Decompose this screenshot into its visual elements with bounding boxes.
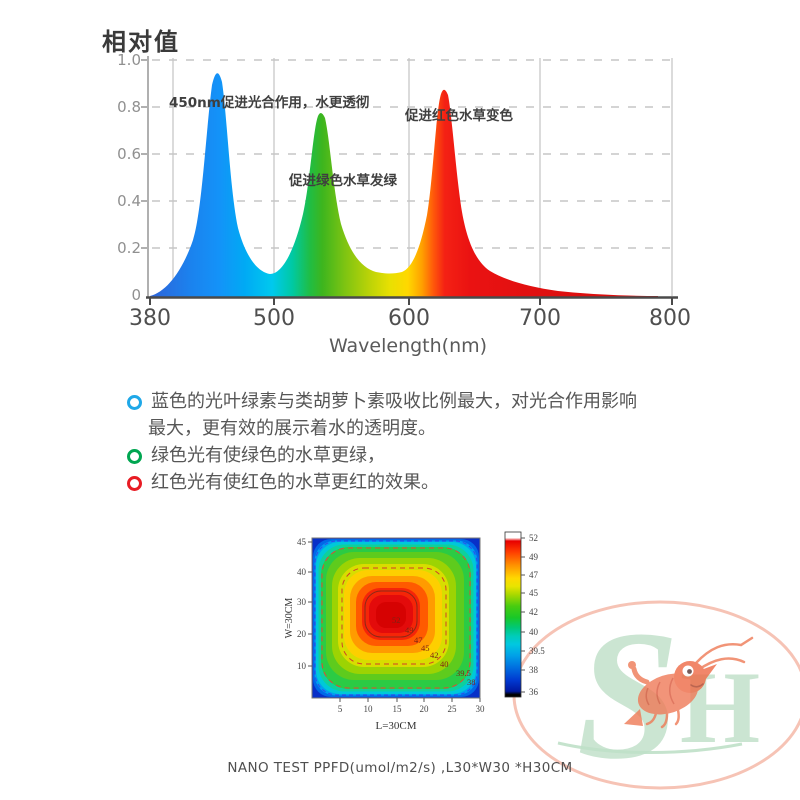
hm-y-tick-30: 30 — [297, 597, 307, 607]
y-tick-1.0: 1.0 — [117, 51, 141, 69]
contour-label-52: 52 — [392, 615, 401, 625]
cb-tick-49: 49 — [529, 552, 539, 562]
bullet-text-green: 绿色光有使绿色的水草更绿， — [151, 445, 385, 466]
red-bullet-icon — [127, 476, 142, 491]
ppfd-heatmap-chart: 52 49 47 45 42 40 39.5 38 45 40 — [284, 531, 545, 732]
spectrum-vertical-gridlines — [172, 58, 673, 296]
contour-label-38: 38 — [467, 677, 476, 687]
colorbar-tick-labels: 52 49 47 45 42 40 39.5 38 36 — [529, 533, 545, 697]
contour-label-42: 42 — [430, 650, 439, 660]
cb-tick-39.5: 39.5 — [529, 646, 545, 656]
heatmap-caption: NANO TEST PPFD(umol/m2/s) ,L30*W30 *H30C… — [227, 760, 573, 776]
spectrum-area — [150, 73, 658, 297]
list-item: 最大，更有效的展示着水的透明度。 — [127, 415, 687, 442]
heatmap-x-tick-labels: 5 10 15 20 25 30 — [338, 704, 485, 714]
bullet-text-red: 红色光有使红色的水草更红的效果。 — [151, 472, 439, 493]
hm-y-tick-45: 45 — [297, 537, 307, 547]
cb-tick-45: 45 — [529, 588, 539, 598]
spectrum-x-axis-ticks — [149, 298, 673, 305]
list-item: 蓝色的光叶绿素与类胡萝卜素吸收比例最大，对光合作用影响 — [127, 388, 687, 415]
list-item: 绿色光有使绿色的水草更绿， — [127, 442, 687, 469]
contour-label-47: 47 — [414, 635, 423, 645]
shrimp-icon — [624, 636, 754, 729]
heatmap-colorbar — [504, 531, 522, 698]
x-tick-500: 500 — [253, 306, 295, 331]
heatmap-contour-labels: 52 49 47 45 42 40 39.5 38 — [392, 615, 476, 687]
hm-x-tick-10: 10 — [364, 704, 374, 714]
cb-tick-40: 40 — [529, 627, 539, 637]
cb-tick-47: 47 — [529, 570, 539, 580]
x-tick-380: 380 — [129, 306, 171, 331]
y-tick-0: 0 — [131, 286, 141, 304]
hm-x-tick-15: 15 — [393, 704, 403, 714]
bullet-list: 蓝色的光叶绿素与类胡萝卜素吸收比例最大，对光合作用影响 最大，更有效的展示着水的… — [127, 388, 687, 496]
cb-tick-36: 36 — [529, 687, 539, 697]
hm-x-tick-25: 25 — [448, 704, 458, 714]
y-tick-0.4: 0.4 — [117, 192, 141, 210]
annotation-red: 促进红色水草变色 — [404, 107, 513, 124]
blue-bullet-icon — [127, 395, 142, 410]
x-tick-800: 800 — [649, 306, 691, 331]
colorbar-ticks — [521, 537, 525, 693]
contour-label-49: 49 — [405, 625, 414, 635]
heatmap-y-axis-label: W=30CM — [284, 598, 295, 639]
list-item: 红色光有使红色的水草更红的效果。 — [127, 469, 687, 496]
bullet-text-blue-line2: 最大，更有效的展示着水的透明度。 — [148, 418, 436, 439]
heatmap-bands — [312, 538, 480, 698]
green-bullet-icon — [127, 449, 142, 464]
hm-x-tick-5: 5 — [338, 704, 343, 714]
annotation-blue-450nm: 450nm促进光合作用，水更透彻 — [169, 94, 369, 111]
y-tick-0.6: 0.6 — [117, 145, 141, 163]
spectrum-chart: 1.0 0.8 0.6 0.4 0.2 0 380 500 600 700 80… — [117, 51, 691, 357]
spectrum-x-tick-labels: 380 500 600 700 800 — [129, 306, 691, 331]
spectrum-y-axis — [141, 56, 149, 297]
cb-tick-52: 52 — [529, 533, 538, 543]
watermark-wave-line — [557, 741, 743, 754]
heatmap-axis-ticks — [308, 541, 481, 702]
heatmap-x-axis-label: L=30CM — [375, 720, 416, 732]
spectrum-x-axis-label: Wavelength(nm) — [329, 335, 487, 357]
x-tick-600: 600 — [388, 306, 430, 331]
hm-y-tick-10: 10 — [297, 661, 307, 671]
contour-label-39.5: 39.5 — [456, 668, 471, 678]
y-tick-0.8: 0.8 — [117, 98, 141, 116]
hm-x-tick-30: 30 — [476, 704, 486, 714]
x-tick-700: 700 — [519, 306, 561, 331]
bullet-text-blue-line1: 蓝色的光叶绿素与类胡萝卜素吸收比例最大，对光合作用影响 — [151, 391, 637, 412]
cb-tick-38: 38 — [529, 665, 539, 675]
heatmap-y-tick-labels: 45 40 30 20 10 — [297, 537, 307, 671]
hm-y-tick-20: 20 — [297, 629, 307, 639]
y-tick-0.2: 0.2 — [117, 239, 141, 257]
hm-x-tick-20: 20 — [420, 704, 430, 714]
spectrum-y-tick-labels: 1.0 0.8 0.6 0.4 0.2 0 — [117, 51, 141, 304]
hm-y-tick-40: 40 — [297, 567, 307, 577]
cb-tick-42: 42 — [529, 607, 538, 617]
contour-label-40: 40 — [440, 659, 449, 669]
spectrum-annotations: 450nm促进光合作用，水更透彻 促进绿色水草发绿 促进红色水草变色 — [169, 94, 513, 189]
annotation-green: 促进绿色水草发绿 — [288, 172, 397, 189]
heatmap-frame — [311, 537, 481, 699]
contour-label-45: 45 — [421, 643, 430, 653]
spectrum-chart-title: 相对值 — [102, 28, 180, 56]
